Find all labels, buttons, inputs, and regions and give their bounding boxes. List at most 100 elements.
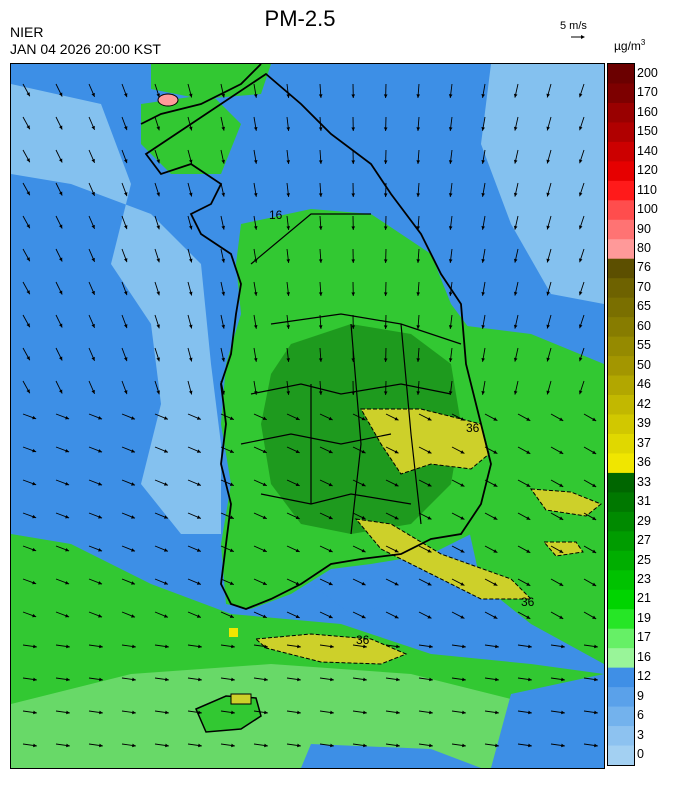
- wind-vector-head: [123, 93, 128, 98]
- wind-vector-head: [559, 582, 564, 586]
- wind-vector-head: [196, 449, 201, 453]
- wind-vector-head: [328, 581, 333, 586]
- colorbar-swatch: [608, 141, 634, 162]
- wind-vector-head: [32, 547, 37, 552]
- wind-vector-head: [578, 324, 583, 329]
- wind-vector-head: [58, 257, 63, 262]
- wind-vector-head: [559, 549, 564, 553]
- colorbar-tick-label: 9: [637, 688, 644, 703]
- wind-vector-head: [163, 581, 168, 585]
- colorbar-tick-label: 36: [637, 455, 651, 470]
- wind-vector-head: [163, 614, 168, 618]
- wind-vector-head: [351, 259, 356, 263]
- wind-vector-head: [123, 225, 128, 230]
- colorbar-swatch: [608, 609, 634, 630]
- wind-vector-head: [363, 710, 367, 715]
- wind-vector-head: [188, 390, 193, 395]
- wind-vector-head: [123, 258, 128, 263]
- wind-vector-head: [163, 548, 168, 552]
- wind-vector-head: [221, 93, 225, 98]
- colorbar-tick-label: 39: [637, 416, 651, 431]
- light-green-strip: [11, 664, 604, 768]
- wind-reference-label: 5 m/s: [560, 20, 587, 32]
- wind-vector-head: [262, 449, 267, 453]
- colorbar-tick-label: 55: [637, 338, 651, 353]
- wind-vector-head: [328, 482, 333, 487]
- wind-vector-head: [231, 743, 235, 748]
- wind-vector-head: [361, 416, 366, 421]
- colorbar-swatch: [608, 628, 634, 649]
- wind-vector-head: [253, 93, 258, 98]
- colorbar-swatch: [608, 589, 634, 610]
- wind-vector-head: [66, 743, 70, 748]
- map-title: PM-2.5: [264, 6, 336, 31]
- wind-vector-head: [58, 356, 63, 361]
- colorbar-tick-label: 200: [637, 65, 658, 80]
- wind-vector-head: [460, 582, 465, 586]
- wind-vector-head: [132, 677, 136, 682]
- wind-vector-head: [416, 127, 421, 131]
- wind-vector-head: [546, 225, 550, 230]
- wind-vector-head: [513, 357, 518, 362]
- yellow-plume-east: [529, 488, 602, 517]
- wind-vector-head: [416, 160, 421, 164]
- wind-vector-head: [448, 193, 453, 197]
- wind-vector-head: [286, 259, 291, 263]
- wind-vector-head: [559, 483, 564, 487]
- wind-vector-head: [58, 389, 63, 394]
- wind-vector-head: [98, 515, 103, 519]
- wind-vector-head: [383, 325, 388, 329]
- wind-vector-head: [592, 450, 597, 454]
- wind-vector-head: [221, 159, 225, 164]
- wind-vector-head: [481, 159, 485, 164]
- wind-vector-head: [58, 224, 63, 229]
- wind-vector-head: [361, 449, 366, 454]
- wind-vector-head: [318, 94, 323, 98]
- light-blue-east-area: [481, 64, 604, 304]
- wind-vector-head: [163, 515, 168, 519]
- colorbar-swatch: [608, 102, 634, 123]
- wind-vector-head: [429, 743, 433, 748]
- wind-vector-head: [264, 644, 268, 649]
- wind-vector-head: [493, 450, 498, 454]
- wind-vector-head: [26, 158, 30, 163]
- wind-vector-head: [131, 449, 135, 453]
- wind-vector-head: [513, 390, 518, 395]
- wind-vector-head: [264, 710, 268, 715]
- wind-vector-head: [188, 126, 193, 131]
- wind-vector-head: [513, 225, 518, 230]
- colorbar-tick-label: 23: [637, 572, 651, 586]
- wind-vector-head: [221, 192, 225, 197]
- wind-vector-head: [318, 259, 323, 263]
- wind-vector-head: [578, 126, 583, 131]
- wind-vector-head: [546, 324, 550, 329]
- wind-vector-head: [32, 481, 37, 486]
- wind-vector-head: [295, 449, 300, 454]
- wind-vector-head: [578, 258, 583, 263]
- wind-vector-head: [99, 677, 103, 682]
- wind-vector-head: [416, 358, 421, 362]
- wind-vector-head: [526, 450, 531, 454]
- wind-vector-head: [33, 743, 37, 748]
- yellow-plume-small: [542, 541, 584, 557]
- wind-vector-head: [330, 743, 334, 748]
- wind-vector-head: [286, 193, 291, 197]
- unit-exponent: 3: [640, 38, 646, 47]
- colorbar-tick-label: 37: [637, 435, 651, 450]
- colorbar-tick-label: 150: [637, 124, 658, 139]
- wind-vector-head: [561, 743, 565, 748]
- wind-vector-head: [416, 259, 421, 263]
- wind-vector-head: [351, 325, 356, 329]
- wind-vector-head: [196, 515, 201, 519]
- colorbar-tick-label: 110: [637, 182, 657, 197]
- wind-vector-head: [156, 126, 160, 131]
- wind-vector-head: [493, 582, 498, 586]
- wind-vector-head: [394, 483, 399, 487]
- colorbar-swatch: [608, 395, 634, 415]
- wind-vector-head: [481, 357, 485, 362]
- colorbar-swatch: [608, 531, 634, 552]
- wind-vector-head: [594, 743, 598, 748]
- wind-vector-head: [262, 482, 267, 486]
- wind-vector-head: [221, 291, 225, 296]
- wind-vector-head: [253, 357, 258, 362]
